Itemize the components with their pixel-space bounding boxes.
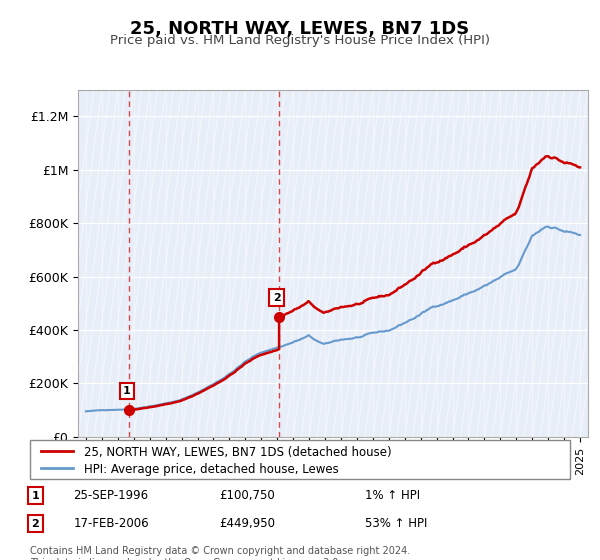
Text: £100,750: £100,750	[219, 489, 275, 502]
Text: Contains HM Land Registry data © Crown copyright and database right 2024.
This d: Contains HM Land Registry data © Crown c…	[30, 546, 410, 560]
Text: 25, NORTH WAY, LEWES, BN7 1DS: 25, NORTH WAY, LEWES, BN7 1DS	[130, 20, 470, 38]
Text: 1% ↑ HPI: 1% ↑ HPI	[365, 489, 420, 502]
Text: 2: 2	[273, 293, 281, 302]
Text: 25-SEP-1996: 25-SEP-1996	[73, 489, 148, 502]
Text: 1: 1	[32, 491, 39, 501]
Text: 2: 2	[32, 519, 39, 529]
Text: Price paid vs. HM Land Registry's House Price Index (HPI): Price paid vs. HM Land Registry's House …	[110, 34, 490, 46]
Text: 1: 1	[123, 386, 131, 396]
Text: £449,950: £449,950	[219, 517, 275, 530]
Text: 53% ↑ HPI: 53% ↑ HPI	[365, 517, 427, 530]
Text: 17-FEB-2006: 17-FEB-2006	[73, 517, 149, 530]
Text: HPI: Average price, detached house, Lewes: HPI: Average price, detached house, Lewe…	[84, 463, 339, 476]
Text: 25, NORTH WAY, LEWES, BN7 1DS (detached house): 25, NORTH WAY, LEWES, BN7 1DS (detached …	[84, 446, 392, 459]
FancyBboxPatch shape	[30, 440, 570, 479]
